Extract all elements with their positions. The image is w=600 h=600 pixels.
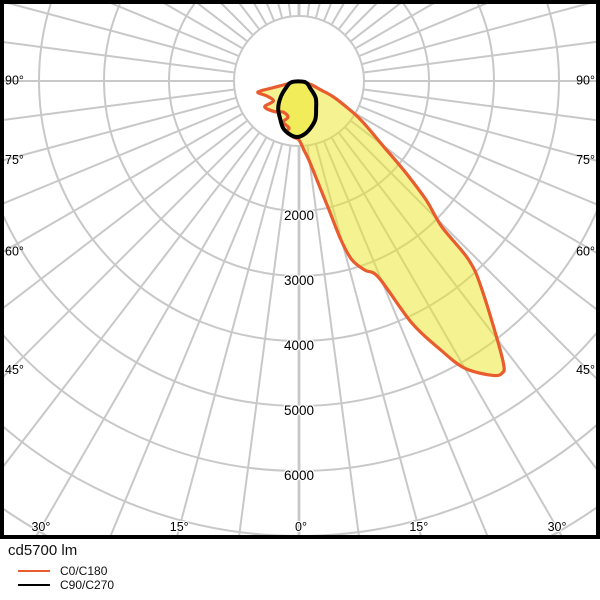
grid-radial-line	[358, 4, 488, 58]
grid-radial-line	[337, 4, 360, 31]
curve-fill-c0-c180	[257, 81, 505, 376]
radial-value-label: 6000	[284, 468, 314, 483]
angle-label-bottom-0: 0°	[295, 520, 307, 534]
grid-radial-line	[197, 4, 249, 43]
grid-radial-line	[4, 112, 244, 253]
grid-radial-line	[306, 145, 360, 535]
grid-radial-line	[363, 40, 596, 74]
grid-radial-line	[238, 145, 292, 535]
angle-label-right-45: 45°	[576, 363, 595, 377]
grid-radial-line	[314, 143, 422, 535]
angle-label-bottom-30-left: 30°	[31, 520, 50, 534]
grid-radial-line	[109, 140, 276, 535]
grid-radial-line	[7, 4, 237, 66]
grid-radial-line	[110, 4, 240, 58]
grid-radial-line	[35, 136, 268, 535]
grid-radial-line	[4, 88, 235, 121]
legend-title: cd5700 lm	[8, 542, 78, 559]
angle-label-left-75: 75°	[5, 153, 24, 167]
angle-label-right-90: 90°	[576, 74, 595, 88]
grid-radial-line	[176, 143, 284, 535]
grid-radial-line	[354, 112, 596, 254]
grid-radial-line	[349, 4, 401, 43]
legend-swatch-c90-c270	[18, 584, 50, 586]
grid-radial-line	[4, 104, 240, 205]
angle-label-left-60: 60°	[5, 244, 24, 258]
angle-label-right-60: 60°	[576, 244, 595, 258]
curve-c90-c270	[276, 79, 319, 139]
angle-label-bottom-15-right: 15°	[409, 520, 428, 534]
radial-value-label: 5000	[284, 403, 314, 418]
angle-label-bottom-30-right: 30°	[548, 520, 567, 534]
legend-label-c0-c180: C0/C180	[60, 564, 108, 578]
grid-radial-line	[361, 4, 591, 66]
grid-radial-line	[4, 119, 249, 309]
grid-radial-line	[349, 119, 596, 311]
curve-c0-c180	[256, 79, 506, 378]
angle-label-left-90: 90°	[5, 74, 24, 88]
grid-radial-line	[358, 104, 596, 206]
grid-radial-line	[363, 88, 596, 122]
legend-swatch-c0-c180	[18, 570, 50, 572]
grid-radial-line	[361, 96, 596, 162]
radial-value-label: 2000	[284, 208, 314, 223]
radial-value-label: 4000	[284, 338, 314, 353]
plot-frame	[0, 0, 600, 539]
curve-fill-c90-c270	[278, 81, 317, 137]
grid-radial-line	[4, 131, 261, 468]
grid-radial-line	[4, 41, 235, 74]
grid-radial-line	[4, 96, 237, 162]
grid-radial-line	[238, 4, 261, 31]
radial-value-label: 3000	[284, 273, 314, 288]
angle-label-bottom-15-left: 15°	[170, 520, 189, 534]
angle-label-left-45: 45°	[5, 363, 24, 377]
legend-label-c90-c270: C90/C270	[60, 578, 115, 592]
angle-label-right-75: 75°	[576, 153, 595, 167]
grid-radial-line	[4, 126, 254, 378]
